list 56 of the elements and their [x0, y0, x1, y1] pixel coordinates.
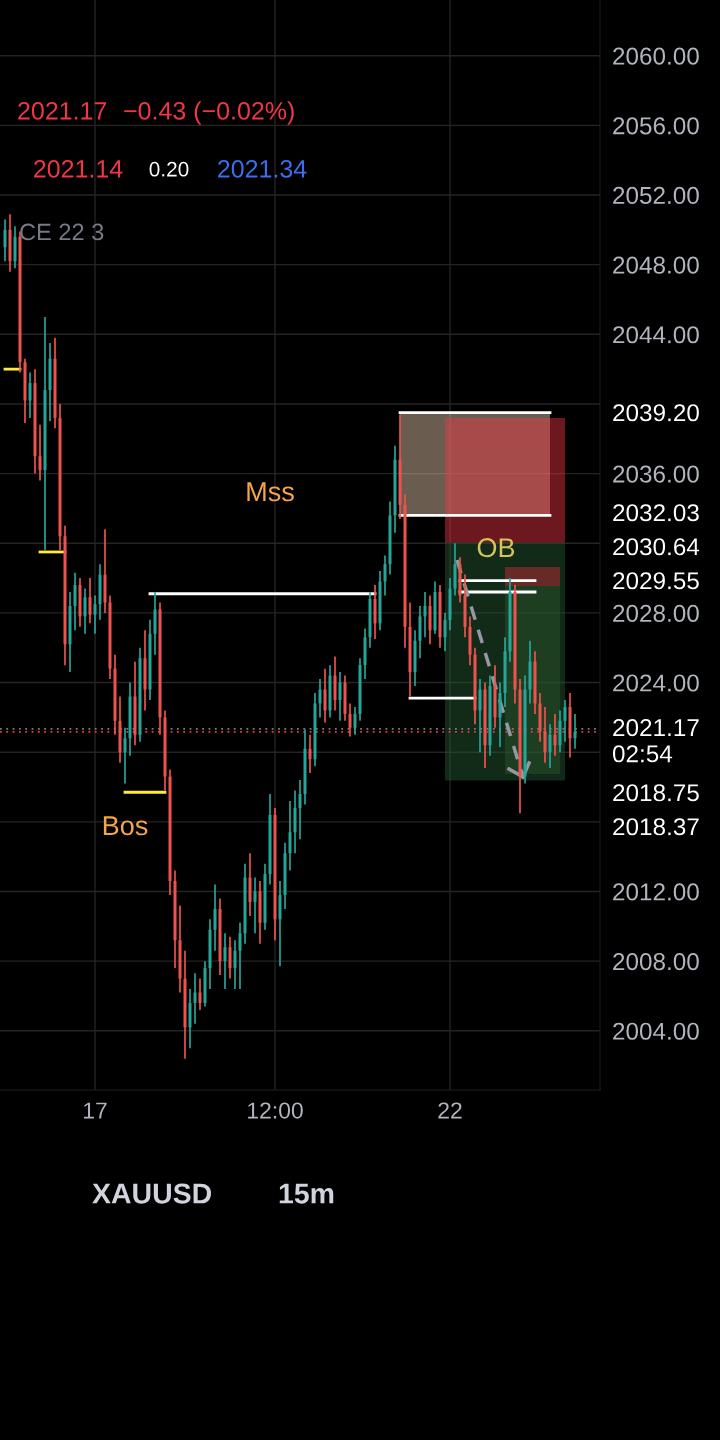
candlestick [543, 706, 547, 764]
x-tick-label: 12:00 [248, 1102, 303, 1119]
text: 2032.03 [613, 504, 699, 522]
candlestick [123, 726, 127, 785]
y-tick-label: 2060.00 [613, 47, 699, 65]
y-tick-label: 2036.00 [613, 465, 699, 483]
candlestick [73, 572, 77, 632]
candlestick [383, 554, 387, 597]
y-tick-label: 2008.00 [613, 952, 699, 971]
text: 2039.20 [613, 404, 699, 422]
candlestick [348, 702, 352, 738]
annotation: Mss [247, 482, 294, 502]
x-tick-label: 17 [84, 1102, 107, 1119]
candlestick [308, 733, 312, 774]
y-tick-label: 2052.00 [613, 186, 699, 205]
candlestick [28, 371, 32, 419]
candlestick [213, 883, 217, 952]
candlestick [288, 800, 292, 872]
text: XAUUSD [92, 1183, 212, 1204]
candlestick [198, 977, 202, 1011]
candlestick [238, 922, 242, 990]
annotation: 2021.34 [218, 160, 307, 178]
candlestick [563, 699, 567, 743]
annotation: OB [477, 538, 515, 558]
text: 15m [279, 1183, 334, 1204]
ref-line-label: 2021.17 02:54 [612, 718, 699, 763]
y-tick-label: 2028.00 [613, 604, 699, 622]
candlestick [338, 671, 342, 722]
candlestick [443, 612, 447, 653]
annotation: 2021.14 [34, 160, 123, 178]
candlestick [553, 713, 557, 757]
y-tick-label: 2056.00 [613, 117, 699, 135]
annotation: 2021.17 [18, 102, 107, 120]
candlestick [478, 678, 482, 754]
y-tick-label: 2044.00 [613, 326, 699, 344]
text: 2030.64 [613, 538, 700, 556]
candlestick [233, 939, 237, 990]
candlestick [323, 667, 327, 724]
y-tick-label: 2048.00 [613, 256, 699, 274]
annotation: Bos [103, 816, 148, 836]
annotation: CE 22 3 [20, 223, 104, 241]
x-tick-label: 22 [438, 1102, 462, 1119]
y-tick-label: 2012.00 [613, 883, 699, 901]
text: 2029.55 [613, 572, 699, 590]
text: 2018.75 [613, 784, 699, 802]
candlestick [83, 587, 87, 635]
candlestick [38, 424, 42, 482]
candlestick [223, 932, 227, 990]
candlestick [3, 218, 7, 263]
y-tick-label: 2004.00 [613, 1022, 699, 1040]
y-tick-label: 2024.00 [613, 674, 699, 692]
text: 2018.37 [613, 818, 699, 836]
candlestick [93, 594, 97, 635]
annotation: 0.20 [149, 161, 189, 177]
candlestick [298, 779, 302, 841]
annotation: −0.43 (−0.02%) [124, 101, 294, 125]
